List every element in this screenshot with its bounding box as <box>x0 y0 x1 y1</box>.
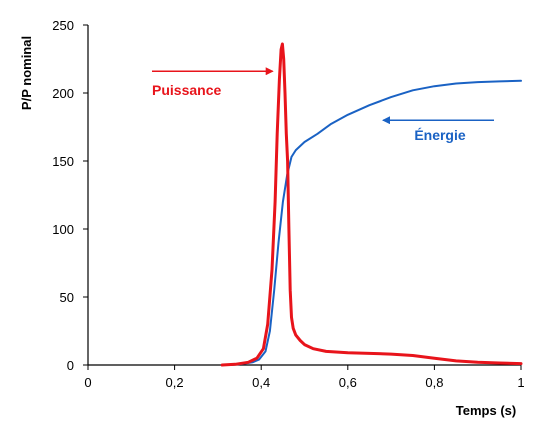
x-tick-label: 0,2 <box>166 375 184 390</box>
series-line-energie <box>229 79 522 366</box>
label-puissance: Puissance <box>152 82 221 98</box>
annotation-layer: Puissance Énergie <box>152 67 494 143</box>
axes: 0 0,2 0,4 0,6 0,8 1 0 50 100 150 200 250 <box>52 18 524 390</box>
y-tick-label: 200 <box>52 86 74 101</box>
x-tick-label: 0 <box>84 375 91 390</box>
y-tick-label: 250 <box>52 18 74 33</box>
series-line-puissance <box>220 42 523 367</box>
x-tick-label: 0,4 <box>252 375 270 390</box>
y-axis-title: P/P nominal <box>19 36 34 110</box>
series-layer <box>220 42 523 367</box>
x-tick-label: 0,8 <box>425 375 443 390</box>
y-tick-label: 150 <box>52 154 74 169</box>
y-tick-label: 50 <box>60 290 74 305</box>
x-axis-title: Temps (s) <box>456 403 516 418</box>
x-tick-label: 0,6 <box>339 375 357 390</box>
x-tick-label: 1 <box>517 375 524 390</box>
y-tick-label: 100 <box>52 222 74 237</box>
y-tick-label: 0 <box>67 358 74 373</box>
label-energie: Énergie <box>414 127 466 143</box>
